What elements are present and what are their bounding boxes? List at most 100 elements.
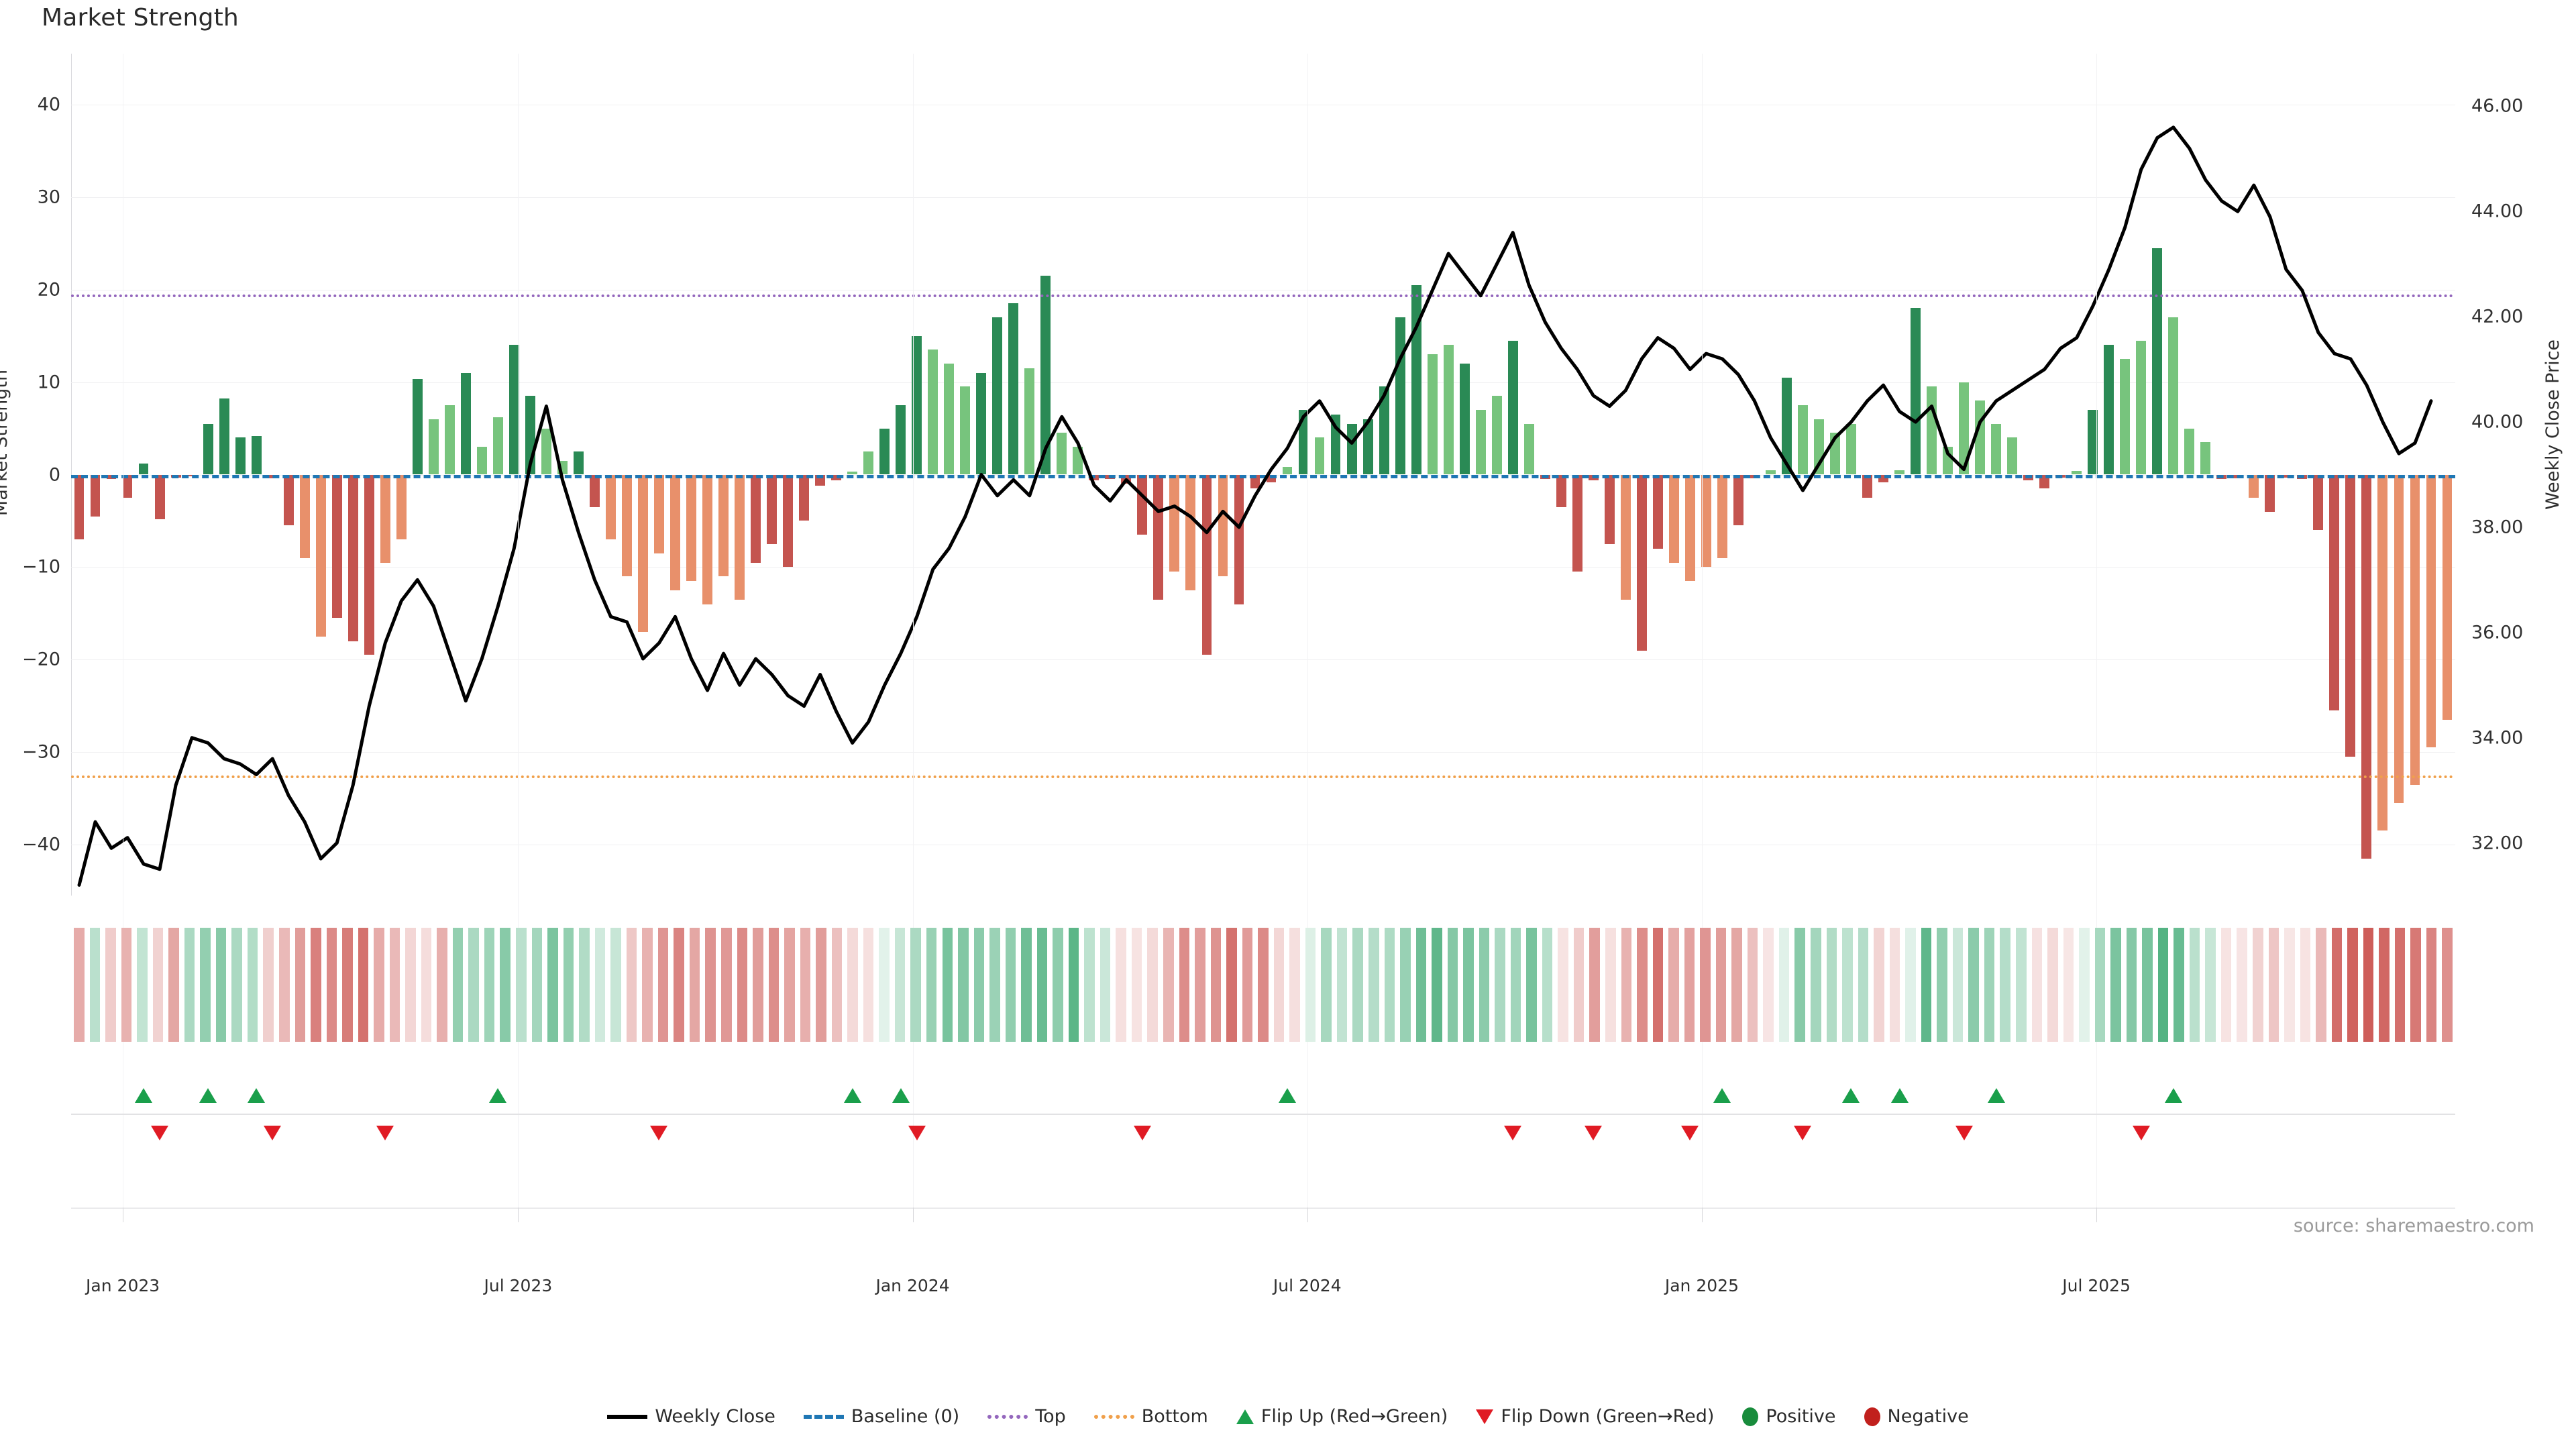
strength-bar <box>251 435 262 475</box>
heat-cell <box>89 928 101 1042</box>
legend-item[interactable]: Flip Up (Red→Green) <box>1236 1406 1448 1427</box>
heat-cell <box>2205 928 2216 1042</box>
heat-cell <box>1273 928 1285 1042</box>
legend-label: Bottom <box>1141 1406 1208 1427</box>
strength-bar <box>573 451 584 475</box>
strength-bar <box>767 474 777 544</box>
legend-label: Flip Up (Red→Green) <box>1260 1406 1448 1427</box>
heat-cell <box>74 928 85 1042</box>
heat-cell <box>1684 928 1695 1042</box>
legend-item[interactable]: Flip Down (Green→Red) <box>1476 1406 1714 1427</box>
legend-swatch-circle-icon <box>1742 1407 1759 1426</box>
strength-bar <box>896 405 906 475</box>
strength-bar <box>1218 474 1228 577</box>
flip-axis-line <box>71 1114 2455 1115</box>
legend-swatch-triangle-down-icon <box>1476 1409 1494 1424</box>
x-tick-label: Jan 2025 <box>1664 1276 1739 1295</box>
heat-cell <box>1968 928 1979 1042</box>
heat-cell <box>1242 928 1253 1042</box>
flip-up-marker <box>2164 1088 2182 1103</box>
heat-cell <box>326 928 337 1042</box>
heat-cell <box>768 928 780 1042</box>
chart-title: Market Strength <box>42 4 239 32</box>
strength-bar <box>1443 345 1454 475</box>
heat-cell <box>816 928 826 1042</box>
strength-bar <box>912 335 922 475</box>
flip-up-marker <box>1713 1088 1731 1103</box>
strength-bar <box>2329 474 2340 711</box>
flip-down-marker <box>1794 1126 1812 1140</box>
gridline <box>71 197 2455 198</box>
heat-cell <box>1731 928 1742 1042</box>
legend-item[interactable]: Weekly Close <box>607 1406 775 1427</box>
heat-cell <box>1352 928 1363 1042</box>
strength-bar <box>992 317 1003 475</box>
legend-item[interactable]: Bottom <box>1093 1406 1208 1427</box>
heat-cell <box>689 928 700 1042</box>
heat-cell <box>1700 928 1711 1042</box>
x-tick-label: Jul 2025 <box>2062 1276 2131 1295</box>
legend-item[interactable]: Baseline (0) <box>803 1406 959 1427</box>
strength-bar <box>541 428 551 475</box>
strength-bar <box>1379 386 1389 475</box>
flip-markers-panel <box>71 1069 2455 1157</box>
flip-up-marker <box>135 1088 153 1103</box>
flip-down-marker <box>1504 1126 1522 1140</box>
x-axis-rail <box>71 1208 2455 1209</box>
strength-bar <box>1523 423 1534 475</box>
strength-bar <box>1024 368 1035 475</box>
heat-cell <box>674 928 684 1042</box>
heat-cell <box>1558 928 1568 1042</box>
strength-bar <box>2039 474 2050 489</box>
heat-cell <box>1131 928 1142 1042</box>
heat-cell <box>263 928 274 1042</box>
strength-bar <box>122 474 133 498</box>
gridline <box>71 382 2455 383</box>
heat-cell <box>389 928 400 1042</box>
strength-bar <box>847 472 858 475</box>
strength-bar <box>2072 470 2082 475</box>
heat-cell <box>1036 928 1048 1042</box>
legend-item[interactable]: Positive <box>1742 1406 1836 1427</box>
plot-inner <box>71 54 2455 896</box>
right-tick-label: 40.00 <box>2471 411 2524 433</box>
flip-up-marker <box>1890 1088 1909 1103</box>
strength-bar <box>589 474 600 507</box>
right-tick-label: 34.00 <box>2471 727 2524 749</box>
strength-bar <box>799 474 810 521</box>
strength-bar <box>1298 409 1309 475</box>
left-tick-label: −20 <box>22 649 60 670</box>
strength-bar <box>444 405 455 475</box>
strength-bar <box>2426 474 2436 748</box>
strength-bar <box>1507 340 1518 475</box>
right-tick-label: 32.00 <box>2471 833 2524 854</box>
strength-bar <box>718 474 729 577</box>
strength-bar <box>460 372 471 475</box>
reference-line-baseline <box>71 474 2455 478</box>
heat-cell <box>1068 928 1079 1042</box>
heat-cell <box>2379 928 2390 1042</box>
heat-cell <box>563 928 574 1042</box>
strength-bar <box>1959 382 1970 475</box>
heat-cell <box>1652 928 1664 1042</box>
heat-cell <box>1526 928 1537 1042</box>
strength-bar <box>1991 423 2002 475</box>
heat-cell <box>137 928 148 1042</box>
heat-cell <box>1432 928 1442 1042</box>
legend-item[interactable]: Top <box>987 1406 1066 1427</box>
flip-down-marker <box>151 1126 169 1140</box>
heat-cell <box>2284 928 2295 1042</box>
vertical-gridline <box>2096 54 2098 1208</box>
strength-bar <box>1137 474 1148 535</box>
heat-cell <box>1415 928 1427 1042</box>
heat-cell <box>705 928 716 1042</box>
strength-bar <box>686 474 696 582</box>
heat-cell <box>421 928 432 1042</box>
legend-item[interactable]: Negative <box>1864 1406 1969 1427</box>
heat-cell <box>484 928 495 1042</box>
strength-bar <box>1057 433 1067 475</box>
flip-up-marker <box>1279 1088 1297 1103</box>
strength-bar <box>299 474 310 558</box>
heat-cell <box>879 928 890 1042</box>
strength-bar <box>283 474 294 526</box>
